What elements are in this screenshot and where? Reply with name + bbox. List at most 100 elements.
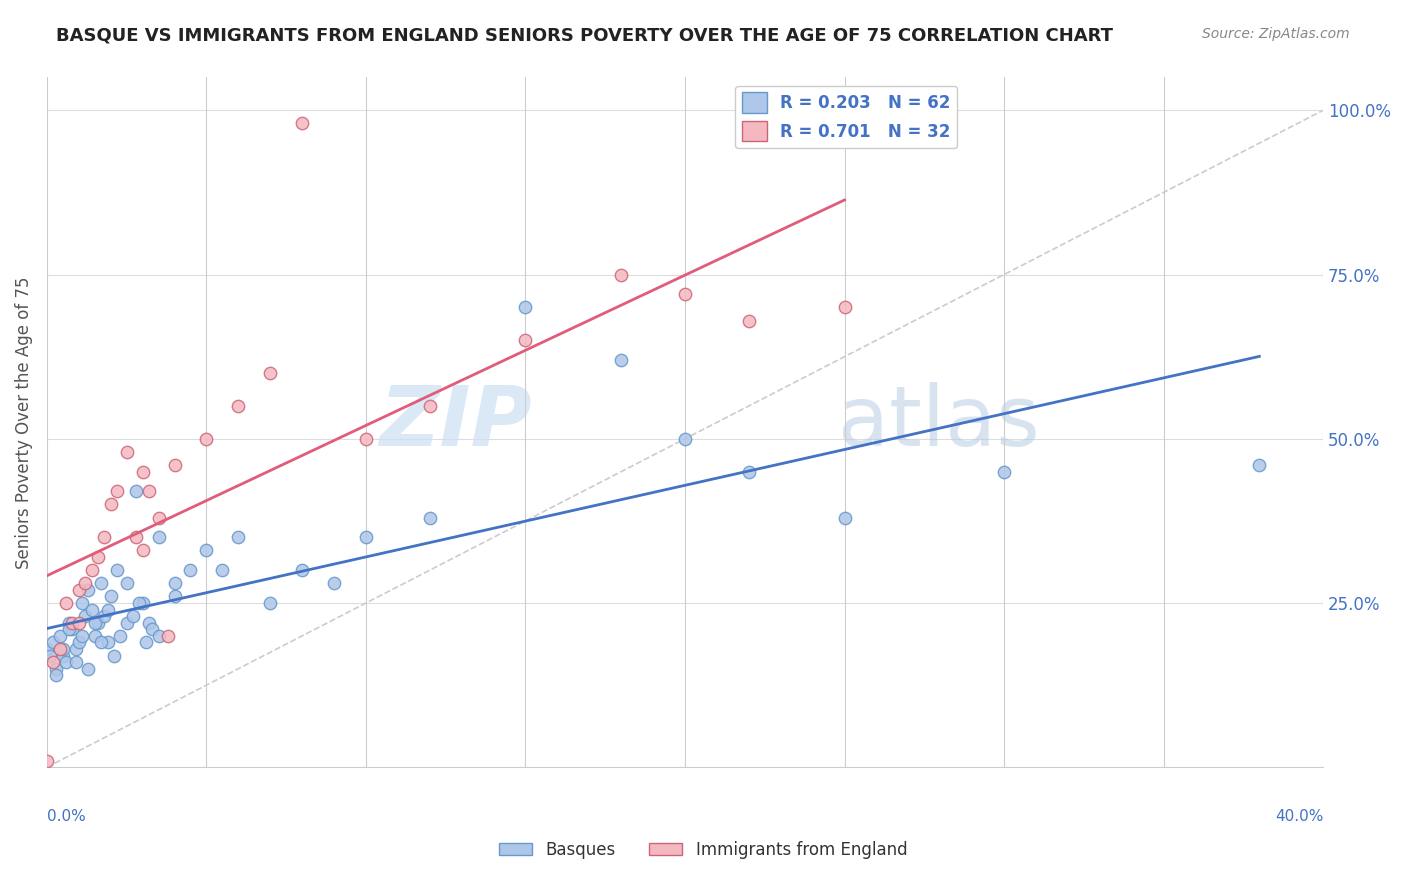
Point <box>93 609 115 624</box>
Text: 40.0%: 40.0% <box>1275 809 1323 823</box>
Point <box>115 576 138 591</box>
Text: 0.0%: 0.0% <box>46 809 86 823</box>
Point <box>228 399 250 413</box>
Point <box>195 543 218 558</box>
Point <box>90 635 112 649</box>
Point <box>148 629 170 643</box>
Point <box>77 582 100 597</box>
Point <box>419 510 441 524</box>
Point <box>138 484 160 499</box>
Point <box>993 465 1015 479</box>
Point <box>45 668 67 682</box>
Point <box>138 615 160 630</box>
Point <box>93 530 115 544</box>
Point <box>103 648 125 663</box>
Point <box>135 635 157 649</box>
Point <box>148 510 170 524</box>
Point <box>55 596 77 610</box>
Point <box>122 609 145 624</box>
Point <box>163 590 186 604</box>
Point <box>67 635 90 649</box>
Point <box>96 635 118 649</box>
Point <box>610 353 633 368</box>
Point <box>179 563 201 577</box>
Point <box>70 629 93 643</box>
Text: ZIP: ZIP <box>380 382 531 463</box>
Point <box>48 642 70 657</box>
Text: atlas: atlas <box>838 382 1040 463</box>
Point <box>42 635 65 649</box>
Point <box>75 609 97 624</box>
Point <box>77 662 100 676</box>
Legend: Basques, Immigrants from England: Basques, Immigrants from England <box>492 835 914 866</box>
Point <box>52 642 75 657</box>
Point <box>131 543 153 558</box>
Point <box>83 615 105 630</box>
Point <box>87 615 110 630</box>
Point <box>35 642 58 657</box>
Point <box>87 549 110 564</box>
Point <box>115 445 138 459</box>
Point <box>67 582 90 597</box>
Point <box>48 629 70 643</box>
Point <box>834 510 856 524</box>
Point <box>67 615 90 630</box>
Point <box>673 287 696 301</box>
Point <box>515 333 537 347</box>
Point <box>738 313 761 327</box>
Point <box>105 484 128 499</box>
Point <box>42 655 65 669</box>
Point <box>610 268 633 282</box>
Point <box>323 576 346 591</box>
Point <box>65 642 87 657</box>
Text: BASQUE VS IMMIGRANTS FROM ENGLAND SENIORS POVERTY OVER THE AGE OF 75 CORRELATION: BASQUE VS IMMIGRANTS FROM ENGLAND SENIOR… <box>56 27 1114 45</box>
Point <box>228 530 250 544</box>
Point <box>738 465 761 479</box>
Point <box>131 465 153 479</box>
Point <box>58 615 80 630</box>
Point <box>291 563 314 577</box>
Point <box>39 648 62 663</box>
Point <box>115 615 138 630</box>
Point <box>834 301 856 315</box>
Point <box>1249 458 1271 472</box>
Point <box>75 576 97 591</box>
Y-axis label: Seniors Poverty Over the Age of 75: Seniors Poverty Over the Age of 75 <box>15 277 32 568</box>
Point <box>259 366 281 380</box>
Point <box>55 655 77 669</box>
Point <box>157 629 180 643</box>
Point <box>131 596 153 610</box>
Point <box>125 530 148 544</box>
Point <box>291 116 314 130</box>
Point <box>100 590 122 604</box>
Point <box>45 662 67 676</box>
Point <box>354 530 377 544</box>
Point <box>105 563 128 577</box>
Point <box>62 622 84 636</box>
Point <box>80 563 103 577</box>
Point <box>128 596 150 610</box>
Point <box>100 498 122 512</box>
Point <box>96 602 118 616</box>
Point <box>211 563 233 577</box>
Point <box>419 399 441 413</box>
Point <box>515 301 537 315</box>
Point <box>83 629 105 643</box>
Point <box>163 458 186 472</box>
Point <box>163 576 186 591</box>
Point <box>90 576 112 591</box>
Point <box>62 615 84 630</box>
Text: Source: ZipAtlas.com: Source: ZipAtlas.com <box>1202 27 1350 41</box>
Point <box>80 602 103 616</box>
Point <box>354 432 377 446</box>
Point <box>141 622 163 636</box>
Point <box>110 629 132 643</box>
Point <box>673 432 696 446</box>
Legend: R = 0.203   N = 62, R = 0.701   N = 32: R = 0.203 N = 62, R = 0.701 N = 32 <box>735 86 957 148</box>
Point <box>58 622 80 636</box>
Point <box>125 484 148 499</box>
Point <box>52 648 75 663</box>
Point <box>65 655 87 669</box>
Point <box>259 596 281 610</box>
Point <box>195 432 218 446</box>
